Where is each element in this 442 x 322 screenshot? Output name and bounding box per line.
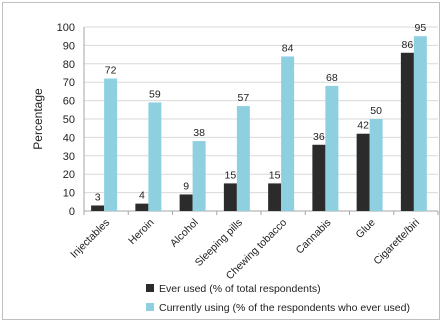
data-label-ever-used-6: 42 bbox=[357, 120, 369, 132]
bar-ever-used-3 bbox=[223, 183, 237, 211]
data-label-currently-using-0: 72 bbox=[105, 65, 117, 77]
bar-currently-using-1 bbox=[148, 102, 162, 211]
y-tick-label-40: 40 bbox=[63, 132, 75, 144]
legend-swatch-0 bbox=[146, 284, 154, 292]
bar-ever-used-6 bbox=[356, 133, 370, 211]
data-label-currently-using-7: 95 bbox=[415, 22, 427, 34]
y-tick-label-90: 90 bbox=[63, 40, 75, 52]
y-tick-label-100: 100 bbox=[57, 22, 75, 34]
bar-currently-using-4 bbox=[281, 56, 295, 211]
bar-currently-using-3 bbox=[236, 106, 250, 211]
data-label-ever-used-5: 36 bbox=[313, 131, 325, 143]
bar-ever-used-5 bbox=[312, 144, 326, 211]
y-tick-label-60: 60 bbox=[63, 96, 75, 108]
x-tick-label-5: Cannabis bbox=[294, 217, 334, 257]
legend-swatch-1 bbox=[146, 303, 154, 311]
data-label-currently-using-6: 50 bbox=[370, 105, 382, 117]
legend-label-0: Ever used (% of total respondents) bbox=[159, 283, 321, 295]
bar-currently-using-7 bbox=[413, 36, 427, 212]
bar-currently-using-6 bbox=[369, 119, 383, 211]
bar-ever-used-2 bbox=[179, 194, 193, 211]
bar-currently-using-0 bbox=[104, 78, 118, 212]
data-label-currently-using-1: 59 bbox=[149, 88, 161, 100]
data-label-currently-using-4: 84 bbox=[282, 42, 294, 54]
bar-ever-used-1 bbox=[135, 203, 149, 211]
y-tick-label-20: 20 bbox=[63, 169, 75, 181]
y-tick-label-0: 0 bbox=[69, 206, 75, 218]
x-tick-label-7: Cigarette/biri bbox=[371, 217, 422, 268]
data-label-ever-used-7: 86 bbox=[402, 39, 414, 51]
legend-label-1: Currently using (% of the respondents wh… bbox=[159, 302, 410, 314]
bar-currently-using-2 bbox=[192, 141, 206, 211]
data-label-ever-used-4: 15 bbox=[269, 169, 281, 181]
y-tick-label-70: 70 bbox=[63, 77, 75, 89]
x-tick-label-6: Glue bbox=[354, 217, 378, 241]
x-tick-label-1: Heroin bbox=[126, 217, 156, 247]
data-label-currently-using-2: 38 bbox=[193, 127, 205, 139]
y-tick-label-80: 80 bbox=[63, 59, 75, 71]
data-label-ever-used-2: 9 bbox=[183, 180, 189, 192]
y-tick-label-30: 30 bbox=[63, 151, 75, 163]
data-label-currently-using-3: 57 bbox=[238, 92, 250, 104]
y-tick-label-10: 10 bbox=[63, 188, 75, 200]
data-label-currently-using-5: 68 bbox=[326, 72, 338, 84]
bar-ever-used-0 bbox=[91, 205, 105, 211]
y-axis-title: Percentage bbox=[31, 88, 45, 150]
bar-ever-used-4 bbox=[268, 183, 282, 211]
y-tick-label-50: 50 bbox=[63, 114, 75, 126]
x-tick-label-2: Alcohol bbox=[168, 217, 201, 250]
data-label-ever-used-3: 15 bbox=[225, 169, 237, 181]
data-label-ever-used-1: 4 bbox=[139, 190, 145, 202]
x-tick-label-0: Injectables bbox=[68, 217, 112, 261]
bar-currently-using-5 bbox=[325, 85, 339, 211]
data-label-ever-used-0: 3 bbox=[95, 191, 101, 203]
bar-ever-used-7 bbox=[400, 52, 414, 212]
